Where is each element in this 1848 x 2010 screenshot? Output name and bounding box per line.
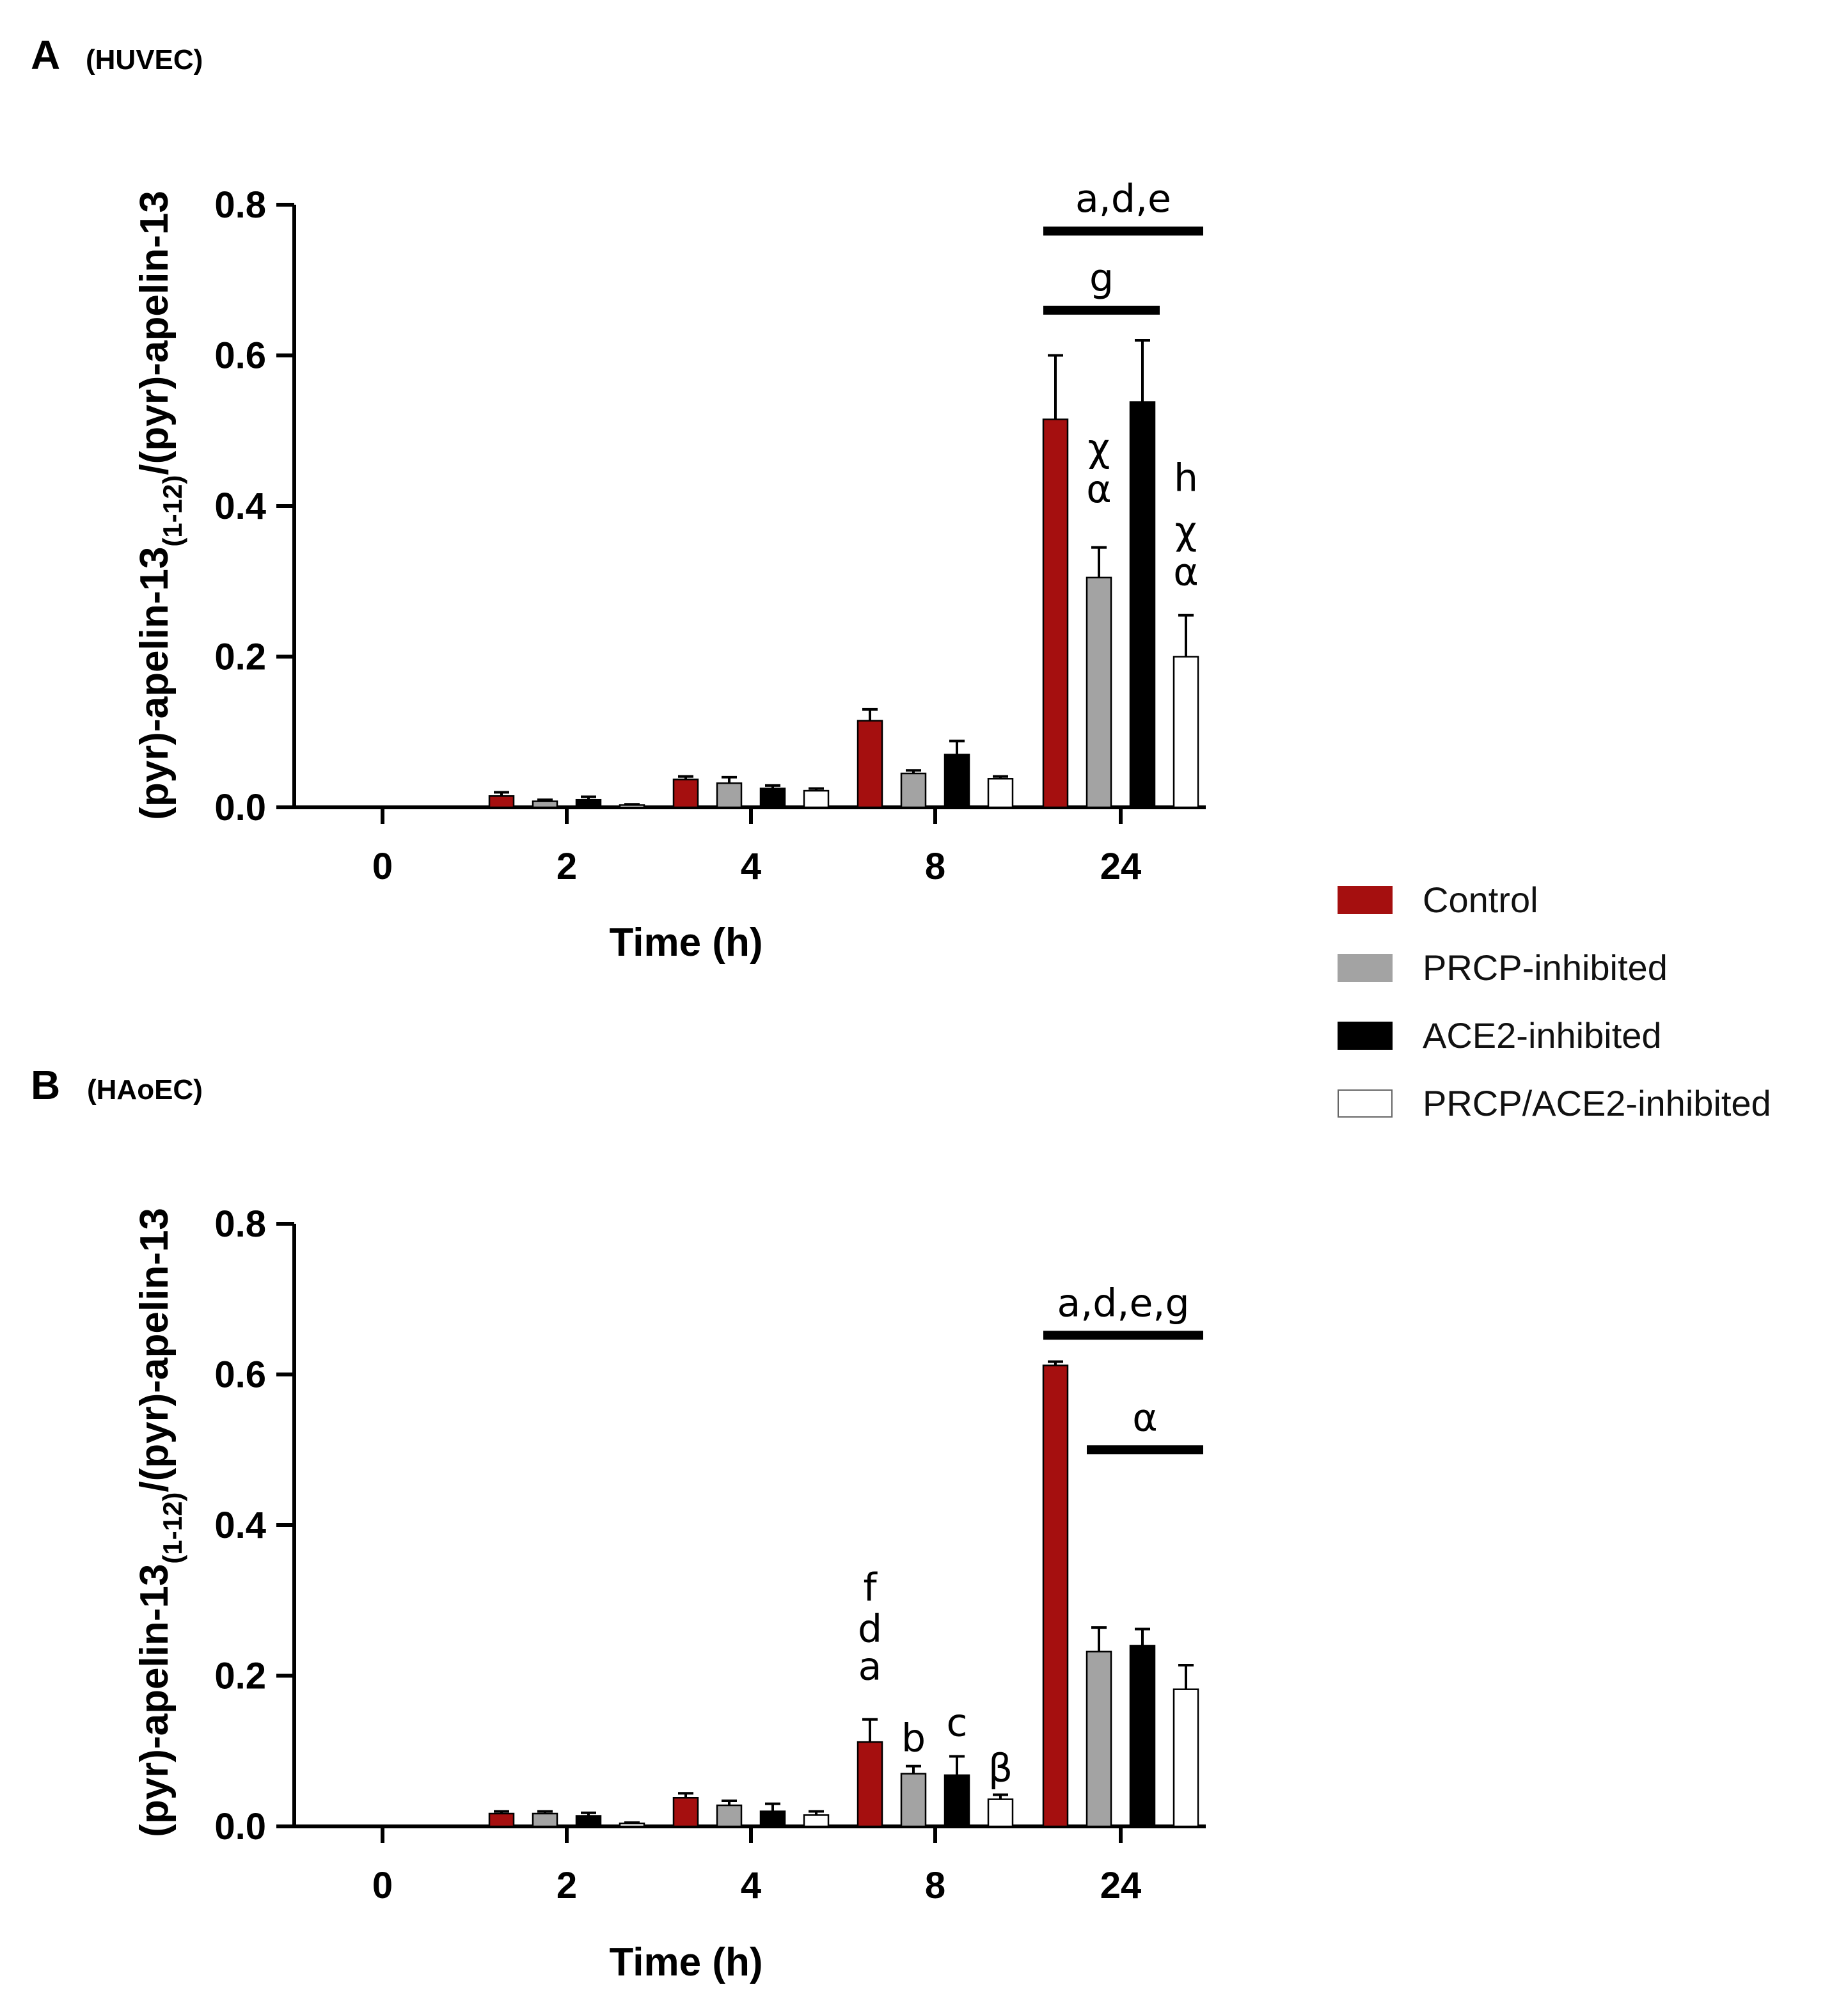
bar <box>759 787 786 809</box>
y-axis-title-subscript: (1-12) <box>157 475 187 547</box>
y-tick-label: 0.2 <box>214 1656 266 1697</box>
panel-cell-type: (HUVEC) <box>86 44 203 75</box>
y-axis-title-subscript: (1-12) <box>157 1492 187 1564</box>
significance-letter: c <box>947 1701 968 1746</box>
significance-letter: χ <box>1175 509 1197 553</box>
bar <box>944 1774 970 1828</box>
bar <box>803 1814 830 1828</box>
significance-label: g <box>1089 256 1114 301</box>
x-tick-label: 2 <box>557 846 577 887</box>
bar <box>987 778 1014 809</box>
bar <box>716 782 743 809</box>
bar <box>987 1798 1014 1828</box>
y-tick-label: 0.8 <box>214 1203 266 1245</box>
bar <box>857 1741 883 1828</box>
significance-letter: h <box>1174 455 1198 500</box>
x-tick-label: 4 <box>741 846 761 887</box>
x-tick-label: 0 <box>372 846 393 887</box>
y-axis-title-rest: /(pyr)-apelin-13 <box>132 1208 177 1492</box>
significance-letter: α <box>1173 550 1199 595</box>
y-tick-label: 0.6 <box>214 335 266 377</box>
bar <box>1042 418 1069 809</box>
bar <box>716 1804 743 1828</box>
y-tick-label: 0.4 <box>214 486 266 527</box>
significance-letter: χ <box>1088 425 1110 470</box>
significance-letter: α <box>1086 467 1112 512</box>
bar <box>575 1815 602 1828</box>
y-tick-label: 0.0 <box>214 787 266 828</box>
x-tick-label: 8 <box>925 1865 945 1906</box>
legend-swatch <box>1338 1089 1393 1118</box>
bar <box>759 1810 786 1828</box>
y-axis-title: (pyr)-apelin-13(1-12)/(pyr)-apelin-13 <box>132 191 187 820</box>
bar <box>1173 656 1199 809</box>
x-tick-label: 0 <box>372 1865 393 1906</box>
y-axis-title-main: (pyr)-apelin-13 <box>132 547 177 820</box>
x-axis-title: Time (h) <box>610 1940 763 1984</box>
bar <box>1086 576 1112 809</box>
y-tick-label: 0.8 <box>214 184 266 226</box>
y-axis-title-main: (pyr)-apelin-13 <box>132 1564 177 1837</box>
significance-label: a,d,e <box>1075 177 1171 221</box>
significance-label: a,d,e,g <box>1057 1281 1189 1325</box>
bar <box>857 720 883 809</box>
y-tick-label: 0.6 <box>214 1354 266 1396</box>
legend-label: PRCP/ACE2-inhibited <box>1423 1083 1771 1123</box>
bar <box>532 800 558 809</box>
x-axis-title: Time (h) <box>610 921 763 965</box>
significance-letter: f <box>863 1565 878 1610</box>
bar <box>672 1797 699 1828</box>
y-tick-label: 0.0 <box>214 1806 266 1848</box>
bar <box>1129 1645 1156 1828</box>
x-tick-label: 24 <box>1100 1865 1142 1906</box>
bar <box>488 795 515 809</box>
panel-cell-type: (HAoEC) <box>87 1074 203 1105</box>
legend-label: PRCP-inhibited <box>1423 947 1668 988</box>
significance-label: α <box>1132 1395 1158 1440</box>
x-tick-label: 4 <box>741 1865 761 1906</box>
significance-letter: b <box>901 1716 926 1761</box>
x-tick-label: 24 <box>1100 846 1142 887</box>
bar <box>1086 1650 1112 1828</box>
legend-label: ACE2-inhibited <box>1423 1015 1662 1056</box>
significance-letter: a <box>858 1644 882 1689</box>
significance-letter: d <box>858 1607 882 1652</box>
bar <box>803 789 830 809</box>
y-axis-title: (pyr)-apelin-13(1-12)/(pyr)-apelin-13 <box>132 1208 187 1837</box>
y-tick-label: 0.4 <box>214 1505 266 1546</box>
x-tick-label: 2 <box>557 1865 577 1906</box>
legend-label: Control <box>1423 880 1538 920</box>
legend-swatch <box>1338 954 1393 982</box>
bar <box>900 772 927 809</box>
bar <box>1129 401 1156 809</box>
legend: Control PRCP-inhibited ACE2-inhibited PRCP/… <box>1338 880 1771 1123</box>
bar <box>488 1812 515 1828</box>
bar <box>900 1773 927 1828</box>
panel-letter: A <box>31 32 60 78</box>
legend-swatch <box>1338 886 1393 914</box>
y-axis-title-rest: /(pyr)-apelin-13 <box>132 191 177 475</box>
y-tick-label: 0.2 <box>214 637 266 678</box>
panel-letter: B <box>31 1062 60 1108</box>
significance-letter: β <box>988 1746 1013 1791</box>
bar <box>1042 1365 1069 1828</box>
bar <box>944 754 970 809</box>
bar <box>532 1812 558 1828</box>
x-tick-label: 8 <box>925 846 945 887</box>
bar <box>575 798 602 809</box>
bar <box>1173 1688 1199 1828</box>
legend-swatch <box>1338 1022 1393 1050</box>
bar <box>672 779 699 809</box>
